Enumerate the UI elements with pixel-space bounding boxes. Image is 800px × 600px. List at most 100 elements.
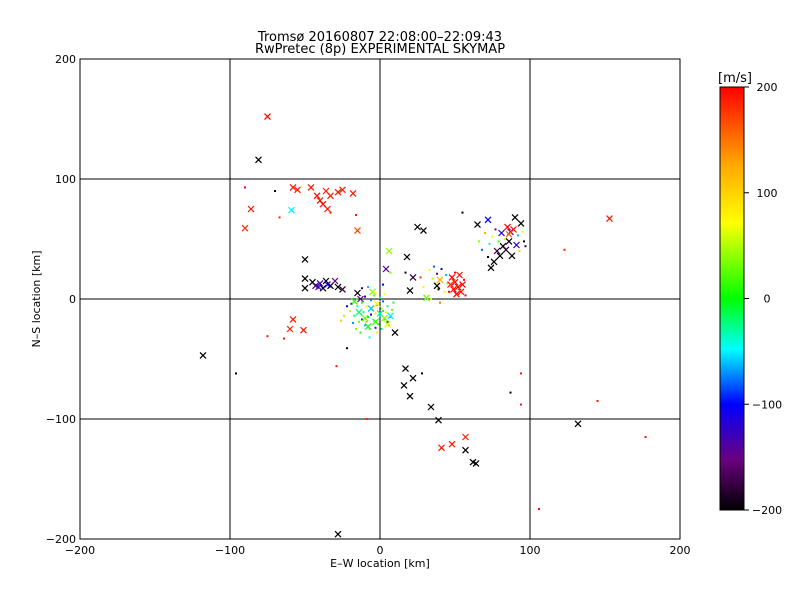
data-point-dot <box>422 286 425 288</box>
axis-ticks: −200 −100 0 100 200 −200 −100 0 100 200 <box>46 53 691 557</box>
data-point-cross <box>199 351 207 359</box>
data-point-cross <box>339 186 346 194</box>
data-point-cross <box>354 227 361 235</box>
data-point-dot <box>481 248 483 251</box>
data-point-dot <box>391 308 393 311</box>
data-point-cross <box>459 281 466 289</box>
data-point-dot <box>443 290 446 293</box>
data-point-dot <box>367 286 369 288</box>
data-point-cross <box>384 320 391 328</box>
data-point-cross <box>334 283 342 291</box>
data-point-cross <box>334 188 342 196</box>
data-point-dot <box>461 211 464 214</box>
data-point-dot <box>428 269 431 272</box>
data-point-cross <box>387 312 394 320</box>
colorbar-tick-label: −200 <box>752 504 782 517</box>
data-point-dot <box>521 230 524 233</box>
data-point-dot <box>436 272 438 275</box>
data-point-dot <box>478 240 480 243</box>
data-point-dot <box>488 242 491 245</box>
data-point-cross <box>435 416 442 424</box>
data-point-cross <box>357 295 364 303</box>
data-point-cross <box>504 223 511 231</box>
data-point-cross <box>300 326 307 334</box>
data-point-dot <box>520 403 522 406</box>
data-point-dot <box>509 391 512 394</box>
data-point-cross <box>484 216 492 224</box>
data-point-dot <box>365 418 368 420</box>
data-point-cross <box>447 281 454 289</box>
data-point-dot <box>538 508 540 510</box>
data-point-dot <box>523 240 525 243</box>
data-point-dot <box>433 265 435 268</box>
data-point-cross <box>406 287 414 295</box>
data-point-dot <box>362 311 365 314</box>
data-point-dot <box>382 300 384 303</box>
data-point-dot <box>389 271 392 274</box>
x-tick-label: −200 <box>65 544 95 557</box>
data-point-dot <box>448 290 450 293</box>
data-point-dot <box>380 307 383 310</box>
x-tick-label: 200 <box>670 544 691 557</box>
data-point-cross <box>456 271 463 279</box>
data-point-dot <box>356 305 359 308</box>
data-point-cross <box>247 205 255 213</box>
data-point-dot <box>365 320 368 323</box>
data-point-cross <box>502 246 510 254</box>
data-point-dot <box>463 278 465 281</box>
data-point-cross <box>351 297 358 305</box>
data-point-dot <box>340 319 342 322</box>
data-point-dot <box>355 328 357 330</box>
data-point-cross <box>406 392 414 400</box>
data-point-cross <box>324 205 331 213</box>
data-point-dot <box>383 318 386 321</box>
data-point-dot <box>497 240 500 243</box>
data-point-cross <box>382 265 390 273</box>
data-point-cross <box>433 282 441 290</box>
data-point-cross <box>436 276 444 284</box>
plot-frame <box>79 58 681 540</box>
data-point-cross <box>472 459 480 467</box>
data-point-dot <box>494 228 497 231</box>
data-point-cross <box>427 403 435 411</box>
data-point-cross <box>450 285 457 293</box>
x-axis-label: E–W location [km] <box>330 557 430 570</box>
data-point-cross <box>448 440 456 448</box>
data-point-cross <box>517 219 525 227</box>
data-point-dot <box>445 274 447 276</box>
data-point-dot <box>374 292 377 294</box>
data-point-cross <box>289 183 297 191</box>
data-point-dot <box>329 211 332 214</box>
data-point-dot <box>355 214 357 216</box>
data-point-cross <box>255 156 262 164</box>
data-point-dot <box>518 250 521 252</box>
data-point-cross <box>331 277 339 285</box>
data-point-dot <box>382 283 384 286</box>
data-point-cross <box>400 381 408 389</box>
data-point-dot <box>368 328 371 330</box>
data-point-dot <box>266 335 269 338</box>
data-point-dot <box>385 311 387 314</box>
data-point-cross <box>508 252 516 260</box>
colorbar-tick-label: 100 <box>757 187 778 200</box>
data-point-dot <box>419 276 422 279</box>
data-point-dot <box>404 271 407 274</box>
data-point-dot <box>343 314 345 317</box>
data-point-cross <box>307 183 315 191</box>
colorbar-tick-label: −100 <box>752 398 782 411</box>
data-point-dot <box>358 320 360 323</box>
grid-lines <box>80 59 680 539</box>
data-point-cross <box>373 300 381 308</box>
data-point-dot <box>367 316 369 318</box>
data-point-dot <box>644 436 647 438</box>
data-point-cross <box>511 213 519 221</box>
colorbar-tick-label: 0 <box>764 293 771 306</box>
data-point-dot <box>349 310 351 312</box>
data-point-dot <box>374 326 377 329</box>
data-point-cross <box>462 446 469 454</box>
x-tick-label: 0 <box>377 544 384 557</box>
data-point-cross <box>361 314 369 322</box>
data-point-cross <box>498 229 505 237</box>
data-point-cross <box>457 288 465 296</box>
